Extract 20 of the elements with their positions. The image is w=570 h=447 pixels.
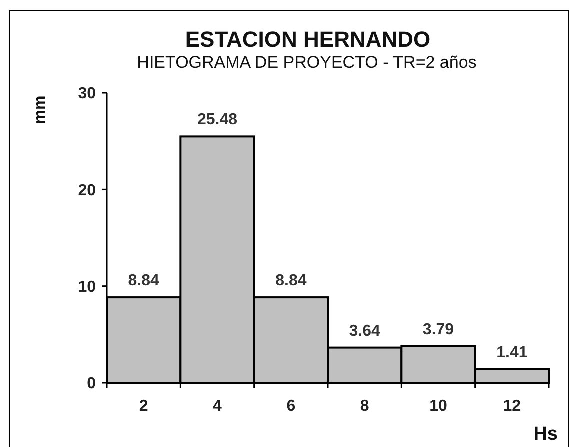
data-label: 1.41 <box>496 344 528 362</box>
data-label: 8.84 <box>128 272 160 290</box>
x-tick-label: 6 <box>286 398 296 415</box>
x-tick-label: 8 <box>360 398 370 415</box>
x-tick-label: 2 <box>139 398 148 415</box>
x-tick-label: 4 <box>213 398 222 415</box>
chart-title: ESTACION HERNANDO <box>185 27 431 52</box>
y-axis-title: mm <box>32 96 49 124</box>
data-label: 8.84 <box>276 272 307 290</box>
data-label: 3.79 <box>422 321 454 338</box>
y-tick-label: 20 <box>78 182 96 200</box>
x-axis-title: Hs <box>534 424 558 445</box>
chart-subtitle: HIETOGRAMA DE PROYECTO - TR=2 años <box>137 53 477 72</box>
y-tick-label: 0 <box>87 376 96 393</box>
data-label: 3.64 <box>349 322 381 340</box>
data-label: 25.48 <box>197 112 238 129</box>
x-tick-label: 12 <box>503 398 522 415</box>
y-tick-label: 30 <box>78 86 96 103</box>
x-tick-label: 10 <box>430 398 448 415</box>
y-tick-label: 10 <box>78 278 96 296</box>
